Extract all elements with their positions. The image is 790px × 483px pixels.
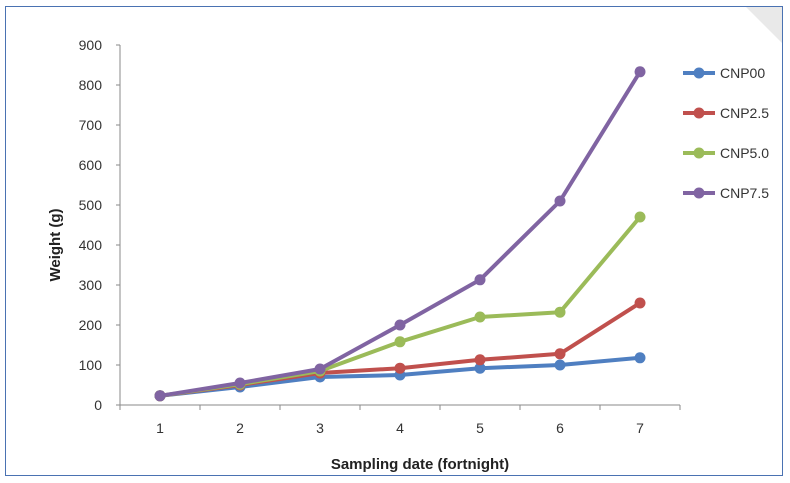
x-tick-label: 4 (396, 420, 404, 436)
x-tick-label: 3 (316, 420, 324, 436)
data-point (474, 362, 486, 374)
series-cnp00 (154, 352, 646, 402)
legend-swatch-marker (693, 67, 705, 79)
series-cnp7-5 (154, 66, 646, 402)
data-point (394, 362, 406, 374)
legend-label: CNP00 (720, 65, 765, 81)
y-tick-label: 300 (79, 277, 103, 293)
y-axis-title: Weight (g) (47, 208, 64, 281)
series-line (159, 301, 642, 398)
legend-swatch-marker (693, 187, 705, 199)
legend-label: CNP7.5 (720, 185, 769, 201)
data-point (554, 348, 566, 360)
y-tick-label: 100 (79, 357, 103, 373)
data-point (474, 311, 486, 323)
data-point (474, 354, 486, 366)
data-point (394, 319, 406, 331)
data-point (234, 377, 246, 389)
series-layer (154, 66, 646, 402)
data-point (154, 390, 166, 402)
data-point (634, 297, 646, 309)
legend-item: CNP00 (683, 65, 765, 81)
page-corner-fold (746, 7, 782, 43)
data-point (634, 66, 646, 78)
y-tick-label: 500 (79, 197, 103, 213)
legend-item: CNP2.5 (683, 105, 769, 121)
x-axis: 1 2 3 4 5 6 7 (119, 404, 681, 436)
y-tick-label: 700 (79, 117, 103, 133)
data-point (474, 274, 486, 286)
y-tick-label: 400 (79, 237, 103, 253)
data-point (634, 211, 646, 223)
y-tick-label: 900 (79, 37, 103, 53)
data-point (554, 359, 566, 371)
legend-label: CNP2.5 (720, 105, 769, 121)
y-tick-label: 0 (94, 397, 102, 413)
x-tick-label: 1 (156, 420, 164, 436)
legend: CNP00 CNP2.5 CNP5.0 CNP7.5 (683, 65, 769, 201)
legend-swatch-marker (693, 107, 705, 119)
x-axis-title: Sampling date (fortnight) (331, 456, 509, 473)
chart-frame (5, 6, 783, 476)
y-axis: 0 100 200 300 400 500 600 700 800 900 (79, 37, 121, 413)
x-tick-label: 7 (636, 420, 644, 436)
legend-swatch-marker (693, 147, 705, 159)
data-point (314, 363, 326, 375)
y-tick-label: 200 (79, 317, 103, 333)
y-tick-label: 600 (79, 157, 103, 173)
data-point (394, 336, 406, 348)
data-point (554, 195, 566, 207)
data-point (634, 352, 646, 364)
y-tick-label: 800 (79, 77, 103, 93)
x-tick-label: 6 (556, 420, 564, 436)
x-tick-label: 5 (476, 420, 484, 436)
legend-item: CNP7.5 (683, 185, 769, 201)
legend-label: CNP5.0 (720, 145, 769, 161)
data-point (554, 306, 566, 318)
legend-item: CNP5.0 (683, 145, 769, 161)
x-tick-label: 2 (236, 420, 244, 436)
